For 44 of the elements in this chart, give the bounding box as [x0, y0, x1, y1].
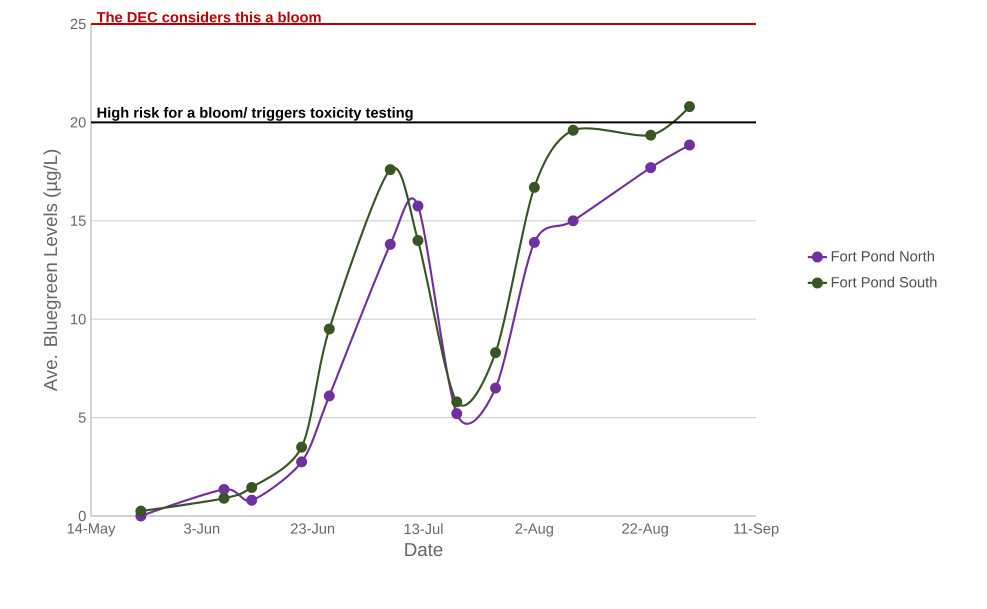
point: [218, 492, 230, 504]
y-tick-label: 15: [71, 216, 86, 226]
point: [324, 390, 335, 402]
y-tick-label: 10: [71, 314, 86, 324]
x-tick-label: 14-May: [68, 523, 116, 536]
point: [568, 215, 579, 226]
point: [684, 101, 695, 112]
point: [528, 236, 540, 248]
point: [384, 238, 396, 250]
ref-line-label: High risk for a bloom/ triggers toxicity testing: [98, 107, 413, 121]
point: [135, 506, 146, 517]
point: [451, 396, 462, 408]
point: [296, 442, 308, 453]
point: [412, 234, 424, 246]
ref-line-label: The DEC considers this a bloom: [96, 12, 321, 22]
point: [451, 408, 462, 420]
legend-label: Fort Pond North: [832, 250, 934, 262]
point: [324, 324, 335, 334]
y-axis-title: Ave. Bluegreen Levels (µg/L): [43, 150, 61, 392]
x-tick-label: 3-Jun: [184, 523, 220, 534]
x-tick-label: 11-Sep: [734, 523, 778, 537]
point: [645, 162, 656, 174]
point: [684, 140, 695, 150]
point: [568, 124, 579, 136]
point: [412, 200, 424, 212]
y-tick-label: 5: [78, 412, 86, 423]
x-tick-label: 22-Aug: [622, 523, 668, 537]
point: [645, 130, 656, 141]
point: [490, 382, 502, 394]
point: [246, 482, 258, 493]
point: [296, 456, 308, 468]
x-tick-label: 13-Jul: [404, 523, 442, 534]
y-tick-label: 25: [70, 18, 86, 30]
point: [246, 494, 258, 506]
y-tick-label: 20: [70, 117, 86, 128]
legend-label: Fort Pond South: [832, 276, 936, 288]
y-tick-label: 0: [78, 510, 86, 522]
point: [490, 347, 502, 358]
point: [218, 484, 230, 495]
x-tick-label: 2-Aug: [516, 523, 553, 537]
point: [384, 164, 396, 176]
x-tick-label: 23-Jun: [290, 523, 334, 534]
point: [528, 182, 540, 193]
x-axis-title: Date: [405, 543, 442, 556]
